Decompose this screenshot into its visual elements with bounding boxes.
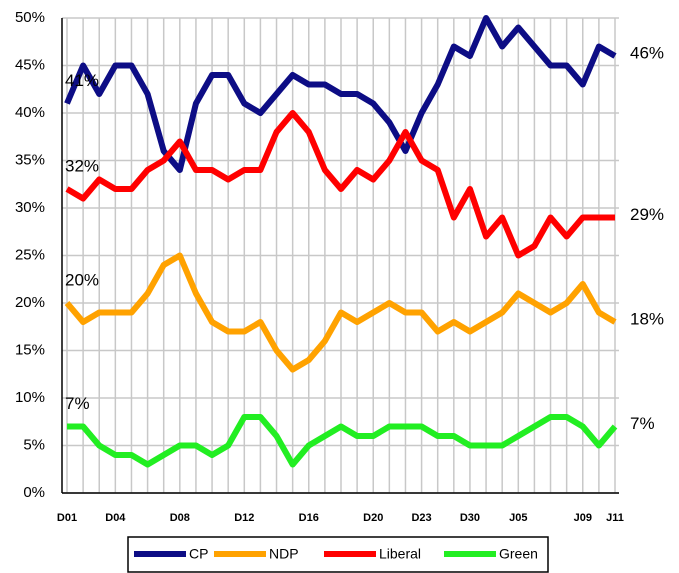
series-line: [65, 110, 615, 259]
y-tick-label: 50%: [15, 9, 45, 26]
y-tick-label: 0%: [23, 484, 45, 501]
value-label: 41%: [65, 71, 99, 90]
x-tick-label: D20: [363, 512, 383, 524]
legend: CP NDP Liberal Green: [127, 536, 549, 573]
value-label: 46%: [630, 43, 664, 62]
y-tick-label: 25%: [15, 246, 45, 263]
legend-label: Liberal: [379, 546, 421, 562]
x-tick-label: J05: [509, 512, 527, 524]
y-tick-label: 20%: [15, 294, 45, 311]
legend-label: NDP: [269, 546, 299, 562]
value-label: 29%: [630, 205, 664, 224]
value-label: 32%: [65, 156, 99, 175]
x-tick-label: D08: [170, 512, 190, 524]
series-line: [64, 252, 617, 373]
x-tick-label: D23: [411, 512, 431, 524]
y-tick-label: 40%: [15, 104, 45, 121]
value-label: 7%: [630, 414, 655, 433]
series-line: [64, 15, 617, 173]
y-tick-label: 45%: [15, 56, 45, 73]
x-tick-label: D30: [460, 512, 480, 524]
y-tick-label: 5%: [23, 436, 45, 453]
y-tick-label: 15%: [15, 341, 45, 358]
x-tick-label: D04: [105, 512, 126, 524]
value-label: 18%: [630, 309, 664, 328]
x-tick-label: D01: [57, 512, 77, 524]
y-tick-label: 35%: [15, 151, 45, 168]
x-tick-label: J11: [606, 512, 624, 524]
value-label: 20%: [65, 270, 99, 289]
x-tick-label: D16: [299, 512, 319, 524]
series-line: [67, 414, 618, 468]
legend-label: CP: [189, 546, 208, 562]
y-tick-label: 30%: [15, 199, 45, 216]
legend-label: Green: [499, 546, 538, 562]
x-tick-label: J09: [574, 512, 592, 524]
y-tick-label: 10%: [15, 389, 45, 406]
x-tick-label: D12: [234, 512, 254, 524]
value-label: 7%: [65, 394, 90, 413]
